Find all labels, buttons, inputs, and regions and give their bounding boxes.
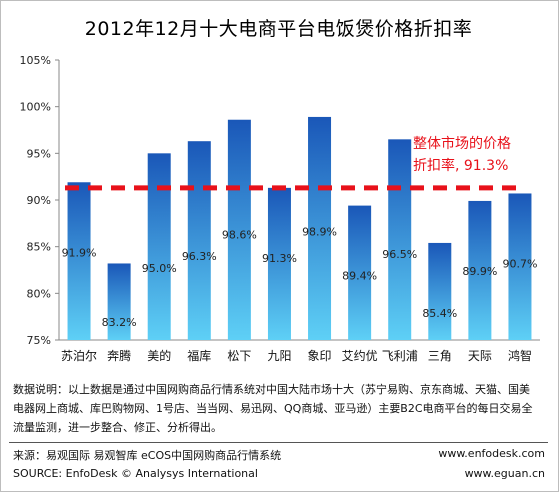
url-eguan[interactable]: www.eguan.cn <box>464 467 545 480</box>
bar <box>107 263 131 340</box>
notes-line-2: 电器网上商城、库巴购物网、1号店、当当网、易迅网、QQ商城、亚马逊）主要B2C电… <box>13 402 533 415</box>
reference-label-line-2: 折扣率, 91.3% <box>413 157 508 174</box>
bar <box>428 242 452 340</box>
y-tick-label: 85% <box>27 241 51 254</box>
data-label: 90.7% <box>502 257 537 270</box>
data-label: 85.4% <box>422 307 457 320</box>
footer-divider <box>9 442 548 443</box>
y-tick-label: 80% <box>27 287 51 300</box>
data-label: 91.9% <box>62 246 97 259</box>
x-tick-label: 福库 <box>187 348 211 363</box>
y-tick-label: 75% <box>27 334 51 347</box>
data-label: 98.6% <box>222 229 257 242</box>
y-tick-label: 95% <box>27 147 51 160</box>
y-tick-label: 100% <box>20 101 51 114</box>
url-enfodesk[interactable]: www.enfodesk.com <box>438 447 545 460</box>
x-tick-label: 艾约优 <box>342 348 378 363</box>
notes-line-1: 数据说明：以上数据是通过中国网购商品行情系统对中国大陆市场十大（苏宁易购、京东商… <box>13 383 530 396</box>
x-tick-label: 天际 <box>468 349 492 363</box>
bar <box>187 141 211 340</box>
chart-title: 2012年12月十大电商平台电饭煲价格折扣率 <box>84 18 473 40</box>
bar <box>267 187 291 340</box>
data-label: 95.0% <box>142 262 177 275</box>
source-cn: 来源：易观国际 易观智库 eCOS中国网购商品行情系统 <box>13 449 282 462</box>
data-label: 89.9% <box>462 265 497 278</box>
data-label: 89.4% <box>342 270 377 283</box>
data-label: 96.3% <box>182 250 217 263</box>
x-tick-label: 苏泊尔 <box>61 348 97 363</box>
x-tick-label: 象印 <box>308 349 332 363</box>
data-label: 96.5% <box>382 248 417 261</box>
bar-chart: 75% 80% 85% 90% 95% 100% 105% 苏泊尔 奔腾 美的 福库 松下 九阳 象印 艾约… <box>20 54 540 363</box>
notes-line-3: 流量监测，进一步整合、修正、分析得出。 <box>13 421 222 434</box>
x-tick-label: 松下 <box>227 349 251 363</box>
bar <box>348 205 372 340</box>
x-tick-label: 奔腾 <box>107 348 131 363</box>
x-tick-label: 美的 <box>147 348 171 363</box>
y-tick-label: 90% <box>27 194 51 207</box>
x-tick-label: 九阳 <box>267 349 291 363</box>
data-label: 91.3% <box>262 252 297 265</box>
x-tick-label: 鸿智 <box>508 348 532 363</box>
data-label: 98.9% <box>302 226 337 239</box>
bar <box>308 116 332 340</box>
bar <box>147 153 171 340</box>
y-tick-label: 105% <box>20 54 51 67</box>
bar <box>388 139 412 340</box>
x-tick-label: 飞利浦 <box>382 349 418 363</box>
reference-label-line-1: 整体市场的价格 <box>413 135 511 152</box>
bar <box>67 182 91 340</box>
data-label: 83.2% <box>102 316 137 329</box>
bar <box>508 193 532 340</box>
bar <box>227 119 251 340</box>
data-notes: 数据说明：以上数据是通过中国网购商品行情系统对中国大陆市场十大（苏宁易购、京东商… <box>13 380 543 437</box>
bar <box>468 200 492 340</box>
source-en: SOURCE: EnfoDesk © Analysys Internationa… <box>13 467 258 480</box>
x-tick-label: 三角 <box>428 349 452 363</box>
